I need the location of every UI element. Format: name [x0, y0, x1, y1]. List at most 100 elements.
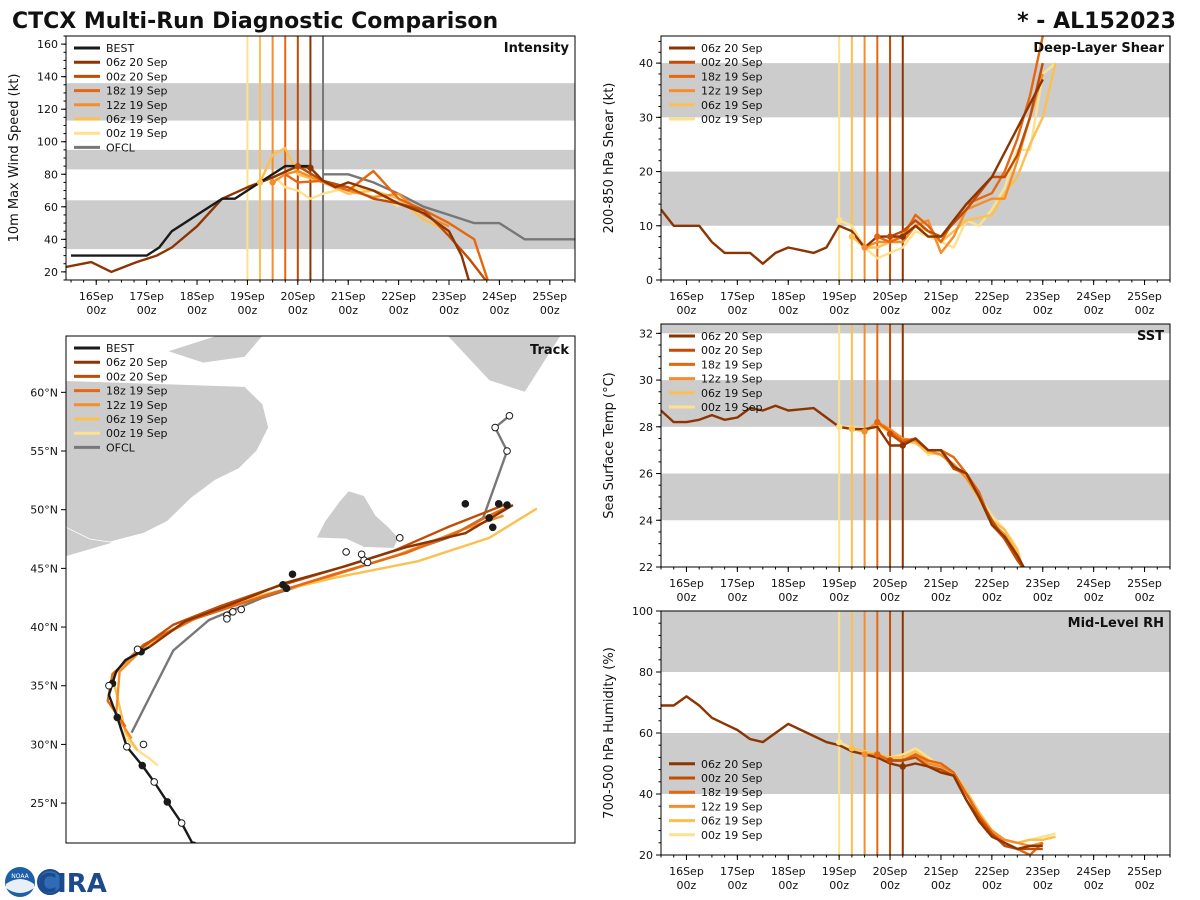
x-tick-label: 18Sep 00z [771, 290, 806, 317]
x-tick-day: 19Sep [230, 290, 265, 303]
track-point-06z-20-sep [288, 570, 297, 579]
panel-title: Deep-Layer Shear [1033, 41, 1164, 56]
init-point-00z-20-sep [886, 757, 894, 764]
x-tick-hour: 00z [1084, 879, 1104, 892]
x-tick-label: 22Sep 00z [974, 290, 1009, 317]
track-point-06z-20-sep [485, 514, 493, 522]
x-tick-day: 23Sep [432, 290, 467, 303]
x-tick-hour: 00z [778, 879, 798, 892]
x-tick-label: 23Sep 00z [1025, 577, 1060, 604]
x-tick-hour: 00z [490, 304, 510, 317]
series-line-best [71, 164, 311, 257]
x-tick-day: 17Sep [720, 865, 755, 878]
figure-title: CTCX Multi-Run Diagnostic Comparison [12, 9, 498, 34]
track-point-06z-20-sep [461, 500, 470, 508]
x-tick-label: 23Sep 00z [1025, 865, 1060, 892]
x-tick-hour: 00z [1033, 879, 1053, 892]
series-line-18z-19-sep [284, 169, 489, 280]
init-point-06z-20-sep [899, 442, 906, 449]
track-point-ofcl [503, 447, 511, 455]
x-tick-label: 16Sep 00z [669, 290, 704, 317]
x-tick-label: 20Sep 00z [280, 290, 315, 317]
x-tick-label: 19Sep 00z [822, 577, 857, 604]
init-point-12z-19-sep [861, 244, 868, 251]
track-point-best [122, 742, 131, 751]
init-point-12z-19-sep [269, 179, 276, 186]
land-mass [446, 336, 562, 393]
track-point-ofcl [237, 605, 246, 614]
x-tick-day: 24Sep [1076, 290, 1111, 303]
x-tick-day: 21Sep [331, 290, 366, 303]
track-point-06z-20-sep [503, 501, 511, 509]
track-point-best [133, 645, 142, 654]
x-tick-hour: 00z [677, 591, 697, 604]
legend-label-06z-19-sep: 06z 19 Sep [106, 113, 168, 126]
x-tick-label: 22Sep 00z [974, 865, 1009, 892]
legend-label-00z-20-sep: 00z 20 Sep [701, 56, 763, 69]
legend-label-00z-19-sep: 00z 19 Sep [701, 401, 763, 414]
x-tick-label: 21Sep 00z [924, 577, 959, 604]
x-tick-hour: 00z [86, 304, 106, 317]
x-tick-label: 17Sep 00z [720, 865, 755, 892]
lat-tick-label: 45°N [30, 562, 58, 575]
legend-label-06z-20-sep: 06z 20 Sep [701, 330, 763, 343]
x-tick-day: 21Sep [924, 577, 959, 590]
x-tick-day: 18Sep [771, 865, 806, 878]
init-point-06z-19-sep [848, 745, 856, 752]
x-tick-hour: 00z [540, 304, 560, 317]
track-panel: 25°N 30°N 35°N 40°N 45°N 50°N 55°N 60°N Track BES… [30, 335, 576, 844]
x-tick-day: 23Sep [1025, 865, 1060, 878]
series-line-06z-20-sep [661, 404, 1026, 567]
init-point-00z-20-sep [886, 233, 894, 240]
x-tick-hour: 00z [727, 591, 747, 604]
x-tick-label: 17Sep 00z [720, 290, 755, 317]
x-tick-hour: 00z [880, 304, 900, 317]
init-point-06z-19-sep [848, 233, 856, 240]
x-tick-label: 22Sep 00z [974, 577, 1009, 604]
x-tick-hour: 00z [829, 879, 849, 892]
lat-tick-label: 30°N [30, 738, 58, 751]
x-tick-label: 20Sep 00z [873, 577, 908, 604]
x-tick-label: 16Sep 00z [669, 577, 704, 604]
lat-tick-label: 35°N [30, 680, 58, 693]
x-tick-hour: 00z [238, 304, 258, 317]
y-tick-label: 20 [639, 166, 653, 179]
track-point-best [139, 740, 148, 749]
x-tick-label: 20Sep 00z [873, 290, 908, 317]
x-tick-hour: 00z [1084, 304, 1104, 317]
init-point-06z-19-sep [848, 425, 856, 433]
x-tick-day: 20Sep [873, 290, 908, 303]
series-line-00z-20-sep [889, 62, 1044, 238]
plot-area [661, 324, 1170, 567]
legend-label-18z-19-sep: 18z 19 Sep [701, 786, 763, 799]
legend-label-12z-19-sep: 12z 19 Sep [701, 800, 763, 813]
threshold-band [66, 83, 575, 121]
legend-label-06z-20-sep: 06z 20 Sep [106, 356, 168, 369]
threshold-band [66, 149, 575, 170]
x-tick-hour: 00z [1084, 591, 1104, 604]
init-point-12z-19-sep [861, 428, 868, 435]
map-area [66, 336, 562, 843]
land-mass [66, 526, 114, 558]
legend-label-00z-19-sep: 00z 19 Sep [701, 113, 763, 126]
legend-label-00z-20-sep: 00z 20 Sep [701, 772, 763, 785]
x-tick-hour: 00z [727, 304, 747, 317]
x-tick-hour: 00z [1135, 591, 1155, 604]
x-tick-label: 20Sep 00z [873, 865, 908, 892]
x-tick-hour: 00z [187, 304, 207, 317]
x-tick-hour: 00z [288, 304, 308, 317]
land-mass [166, 336, 264, 364]
x-tick-label: 17Sep 00z [129, 290, 164, 317]
legend-label-00z-20-sep: 00z 20 Sep [106, 70, 168, 83]
init-point-00z-20-sep [294, 162, 302, 170]
legend-label-12z-19-sep: 12z 19 Sep [106, 399, 168, 412]
legend-label-00z-20-sep: 00z 20 Sep [701, 344, 763, 357]
track-point-00z-20-sep [488, 523, 497, 532]
y-axis-label: 200-850 hPa Shear (kt) [602, 83, 617, 234]
x-tick-day: 24Sep [1076, 865, 1111, 878]
plot-area [661, 36, 1170, 280]
plot-area [66, 36, 575, 280]
cira-logo: NOAA CIRA [5, 867, 107, 899]
x-tick-day: 20Sep [280, 290, 315, 303]
